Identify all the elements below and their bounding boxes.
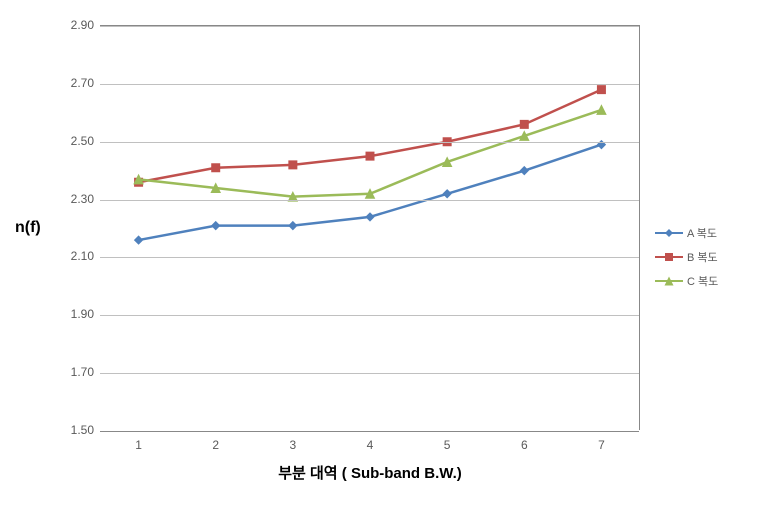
y-tick-label: 2.10 (60, 249, 94, 263)
x-tick-label: 6 (521, 438, 528, 452)
x-tick-label: 5 (444, 438, 451, 452)
y-tick-label: 2.70 (60, 76, 94, 90)
plot-area (100, 25, 640, 430)
series-marker (366, 152, 374, 160)
legend-label: B 복도 (687, 249, 718, 265)
series-marker (135, 236, 143, 244)
gridline (100, 26, 639, 27)
legend-item: B 복도 (655, 249, 718, 265)
y-axis-label: n(f) (15, 219, 41, 237)
y-tick-label: 1.90 (60, 307, 94, 321)
x-tick-label: 2 (212, 438, 219, 452)
series-marker (520, 120, 528, 128)
gridline (100, 200, 639, 201)
series-marker (443, 190, 451, 198)
series-marker (366, 213, 374, 221)
gridline (100, 257, 639, 258)
x-tick-label: 7 (598, 438, 605, 452)
series-marker (212, 222, 220, 230)
legend-item: A 복도 (655, 225, 718, 241)
legend-label: C 복도 (687, 273, 718, 289)
x-tick-label: 4 (367, 438, 374, 452)
y-tick-label: 2.90 (60, 18, 94, 32)
gridline (100, 373, 639, 374)
legend: A 복도 B 복도 C 복도 (655, 225, 718, 297)
series-marker (289, 222, 297, 230)
y-tick-label: 2.50 (60, 134, 94, 148)
chart-container: n(f) 부분 대역 ( Sub-band B.W.) A 복도 B 복도 C 복도… (0, 0, 777, 522)
legend-swatch (655, 256, 683, 258)
y-tick-label: 1.50 (60, 423, 94, 437)
y-tick-label: 1.70 (60, 365, 94, 379)
series-marker (597, 86, 605, 94)
gridline (100, 84, 639, 85)
gridline (100, 315, 639, 316)
gridline (100, 431, 639, 432)
series-svg (100, 26, 640, 431)
legend-swatch (655, 232, 683, 234)
gridline (100, 142, 639, 143)
x-axis-label: 부분 대역 ( Sub-band B.W.) (278, 462, 462, 483)
legend-label: A 복도 (687, 225, 717, 241)
series-marker (520, 167, 528, 175)
y-tick-label: 2.30 (60, 192, 94, 206)
x-tick-label: 1 (135, 438, 142, 452)
x-tick-label: 3 (290, 438, 297, 452)
series-marker (289, 161, 297, 169)
series-marker (212, 164, 220, 172)
legend-swatch (655, 280, 683, 282)
legend-item: C 복도 (655, 273, 718, 289)
